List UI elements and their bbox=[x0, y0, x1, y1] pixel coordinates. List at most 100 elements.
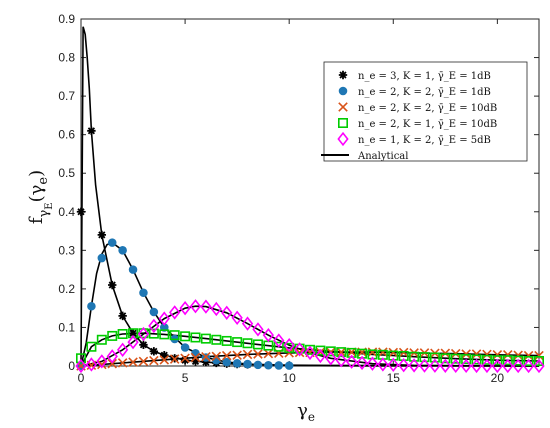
data-point-square bbox=[492, 355, 503, 366]
data-point-x bbox=[159, 355, 170, 365]
data-point-x bbox=[388, 347, 399, 358]
x-axis-label-main: γ bbox=[297, 400, 308, 421]
data-point-x bbox=[482, 349, 492, 360]
data-point-square bbox=[325, 346, 336, 357]
x-tick-label: 15 bbox=[387, 371, 401, 385]
data-point-circle bbox=[212, 355, 221, 365]
data-point-x bbox=[367, 347, 378, 357]
data-point-x bbox=[107, 358, 117, 369]
data-point-diamond bbox=[481, 358, 493, 374]
x-tick-label: 0 bbox=[78, 371, 85, 385]
data-point-asterisk bbox=[97, 230, 107, 240]
data-point-square bbox=[190, 332, 201, 343]
data-point-x bbox=[336, 347, 346, 357]
data-point-square bbox=[481, 354, 492, 365]
data-point-x bbox=[461, 349, 471, 359]
data-point-diamond bbox=[418, 358, 431, 373]
y-tick-label: 0.5 bbox=[58, 166, 75, 180]
y-tick-label: 0.6 bbox=[58, 128, 75, 142]
data-point-diamond bbox=[75, 358, 87, 374]
y-tick-label: 0 bbox=[68, 359, 75, 373]
data-point-x bbox=[128, 357, 138, 367]
data-point-square bbox=[242, 338, 253, 349]
y-axis-label-arg-close: ) bbox=[26, 170, 47, 177]
data-point-square bbox=[304, 344, 315, 355]
data-point-x bbox=[513, 350, 523, 360]
data-point-asterisk bbox=[128, 329, 138, 338]
y-axis-label-arg: (γ bbox=[26, 185, 47, 203]
legend-label: n_e = 3, K = 1, γ̄_E = 1dB bbox=[358, 71, 491, 82]
data-point-square bbox=[211, 334, 222, 345]
data-point-square bbox=[221, 335, 232, 346]
data-point-x bbox=[440, 348, 451, 359]
legend-label: n_e = 1, K = 2, γ̄_E = 5dB bbox=[358, 135, 491, 146]
data-point-x bbox=[201, 351, 211, 362]
data-point-square bbox=[273, 341, 284, 352]
legend: n_e = 3, K = 1, γ̄_E = 1dB n_e = 2, K = 2… bbox=[321, 61, 528, 162]
data-point-asterisk bbox=[76, 207, 86, 216]
data-point-x bbox=[253, 349, 263, 359]
data-point-diamond bbox=[158, 311, 170, 326]
data-point-square bbox=[523, 355, 534, 366]
data-point-diamond bbox=[293, 342, 306, 357]
data-point-x bbox=[211, 351, 222, 362]
data-point-x bbox=[117, 358, 128, 368]
data-point-x bbox=[503, 350, 513, 360]
data-point-diamond bbox=[366, 356, 379, 371]
svg-text:fγE(γe): fγE(γe) bbox=[26, 170, 55, 224]
data-point-circle bbox=[87, 301, 96, 311]
data-point-square bbox=[200, 333, 211, 344]
data-point-x bbox=[221, 350, 232, 361]
legend-box bbox=[323, 61, 528, 162]
data-point-square bbox=[180, 331, 191, 342]
data-point-square bbox=[440, 353, 451, 364]
data-point-diamond bbox=[377, 357, 389, 372]
series-diamond bbox=[75, 299, 545, 374]
x-tick-label: 10 bbox=[283, 371, 297, 385]
data-point-diamond bbox=[189, 299, 202, 314]
data-point-circle bbox=[253, 360, 263, 370]
data-point-diamond bbox=[491, 358, 504, 374]
data-point-x bbox=[242, 349, 253, 360]
data-point-diamond bbox=[337, 131, 349, 147]
legend-item: n_e = 2, K = 1, γ̄_E = 10dB bbox=[337, 118, 497, 130]
legend-label: n_e = 2, K = 2, γ̄_E = 1dB bbox=[358, 87, 491, 98]
data-point-square bbox=[429, 352, 440, 363]
data-point-x bbox=[138, 356, 149, 367]
data-point-x bbox=[263, 348, 274, 359]
data-point-square bbox=[533, 355, 544, 366]
x-tick-label: 20 bbox=[491, 371, 505, 385]
y-tick-label: 0.9 bbox=[58, 12, 75, 26]
data-point-square bbox=[159, 329, 170, 340]
data-point-diamond bbox=[252, 322, 264, 337]
data-point-diamond bbox=[127, 334, 139, 350]
data-point-square bbox=[148, 328, 159, 339]
data-point-square bbox=[336, 347, 347, 358]
data-point-diamond bbox=[169, 305, 181, 320]
data-point-diamond bbox=[231, 310, 243, 325]
data-point-diamond bbox=[210, 301, 222, 317]
data-point-square bbox=[96, 334, 107, 345]
y-tick-label: 0.3 bbox=[58, 243, 75, 257]
data-point-diamond bbox=[106, 349, 118, 364]
legend-item: n_e = 3, K = 1, γ̄_E = 1dB bbox=[338, 70, 491, 82]
data-point-circle bbox=[118, 246, 127, 255]
data-point-asterisk bbox=[87, 126, 96, 136]
data-point-diamond bbox=[116, 342, 129, 357]
y-tick-label: 0.1 bbox=[58, 320, 75, 334]
y-axis-label-main: f bbox=[26, 216, 47, 224]
data-point-asterisk bbox=[338, 70, 348, 80]
data-point-circle bbox=[338, 86, 348, 96]
data-point-diamond bbox=[356, 355, 368, 371]
data-point-diamond bbox=[450, 358, 462, 374]
data-point-diamond bbox=[96, 354, 108, 369]
data-point-circle bbox=[139, 288, 148, 298]
data-point-x bbox=[190, 352, 201, 363]
data-point-x bbox=[378, 347, 388, 357]
legend-item: n_e = 1, K = 2, γ̄_E = 5dB bbox=[337, 131, 491, 147]
data-point-x bbox=[180, 353, 190, 364]
data-point-square bbox=[117, 328, 128, 339]
data-point-x bbox=[97, 359, 107, 370]
